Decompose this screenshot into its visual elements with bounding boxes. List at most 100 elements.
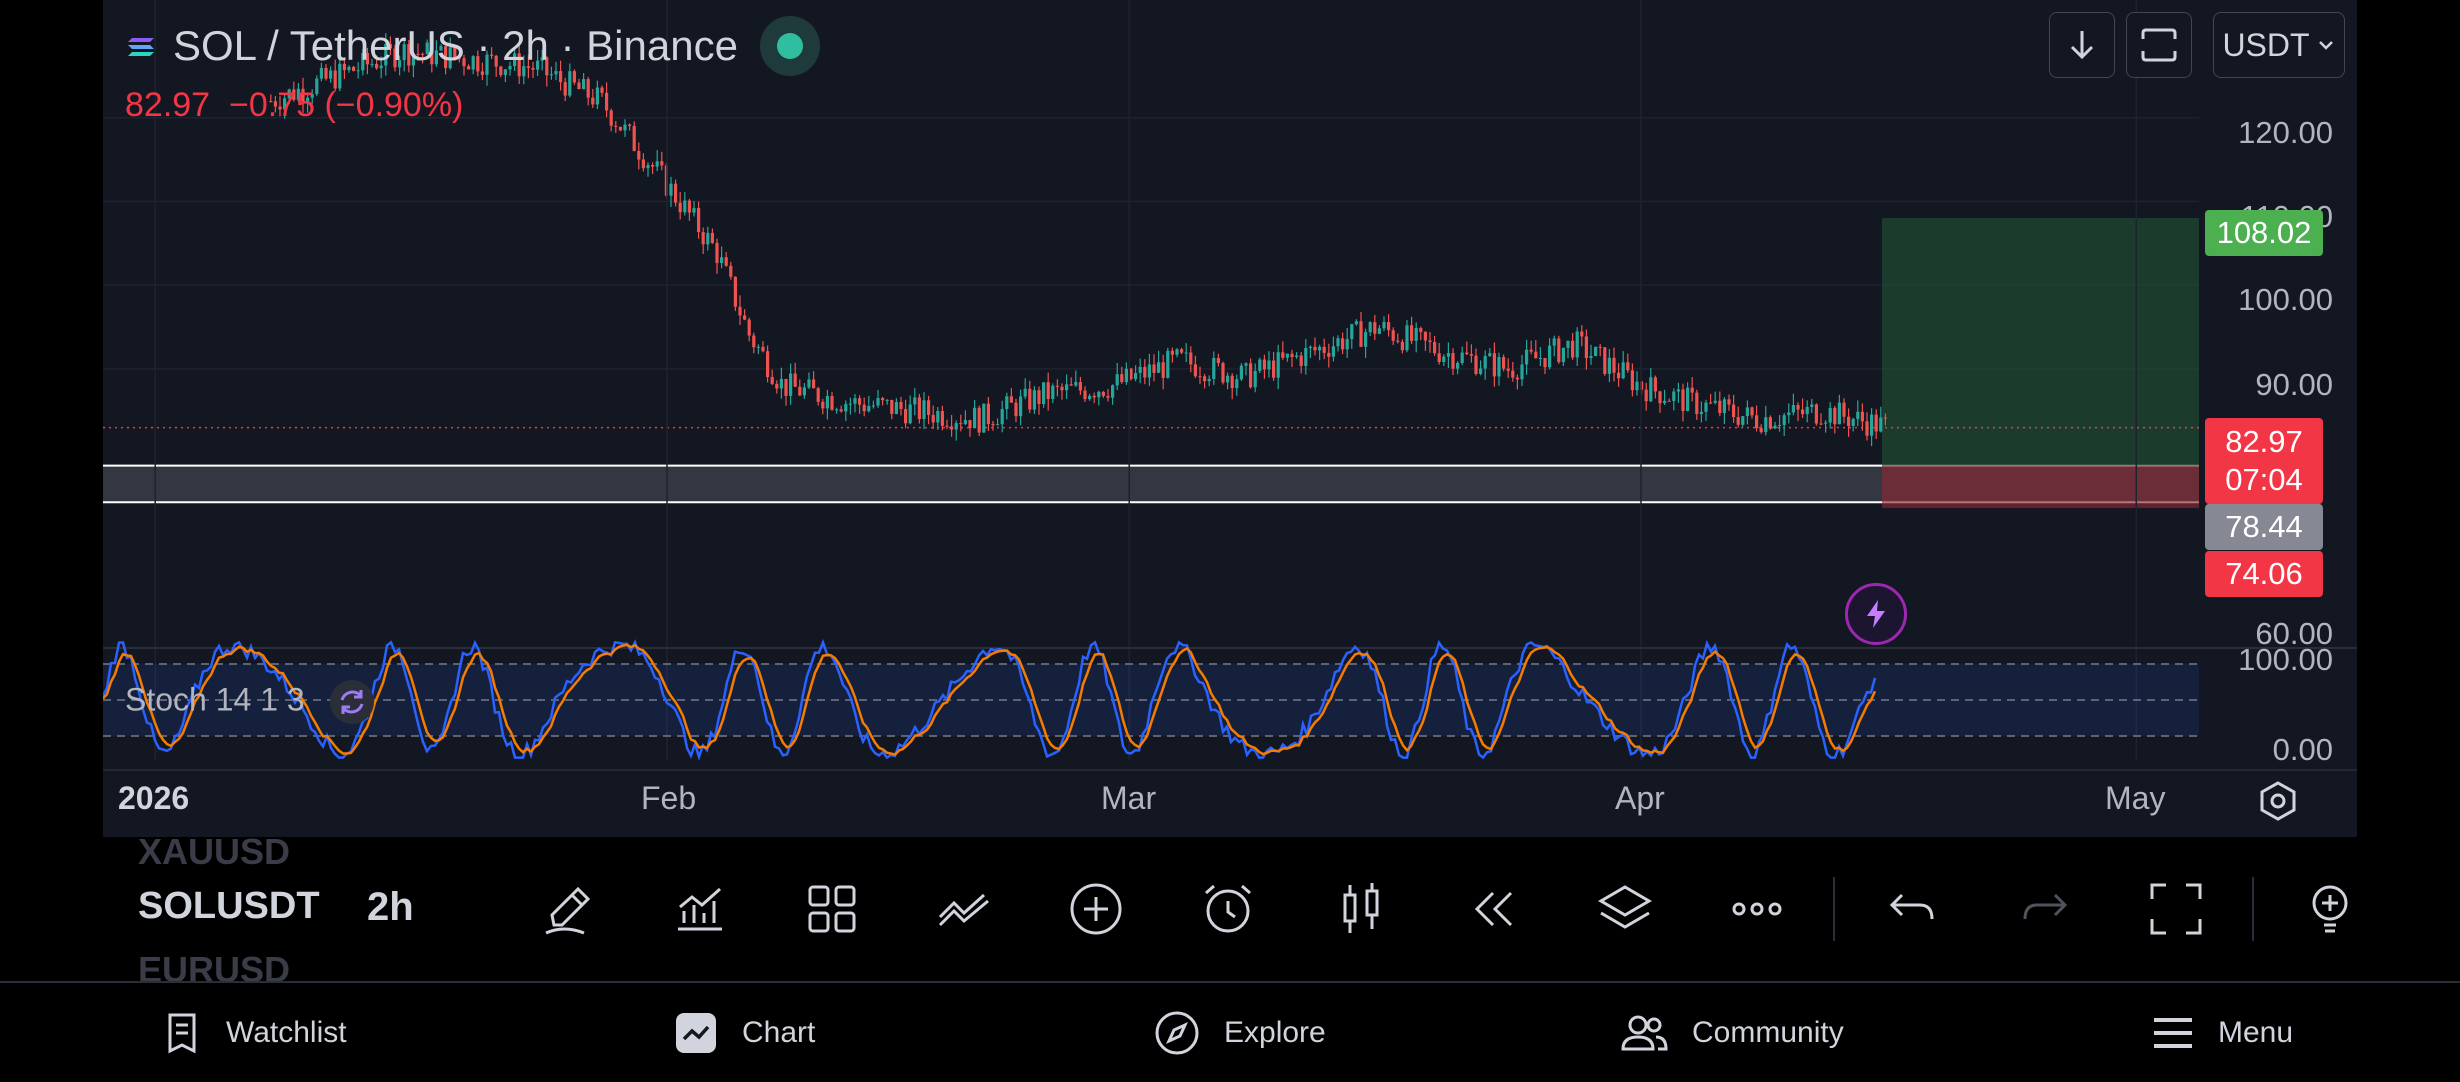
candle-body [1695,392,1699,415]
idea-button[interactable] [2296,873,2356,945]
nav-chart[interactable]: Chart [674,983,815,1082]
candle-body [715,242,719,264]
candle-body [821,401,825,409]
candle-body [301,88,305,102]
currency-selector[interactable]: USDT [2213,12,2345,78]
symbol-title[interactable]: SOL / TetherUS · 2h · Binance [173,22,738,69]
stoch-tick-100: 100.00 [2238,642,2333,677]
fullscreen-button[interactable] [2140,873,2212,945]
candle-body [1754,415,1759,429]
scroll-to-latest-button[interactable] [2049,12,2115,78]
time-tick-may: May [2105,780,2166,816]
candle-body [338,63,342,89]
fullscreen-icon [2150,883,2202,935]
candle-body [1823,422,1828,424]
symbol-switcher[interactable]: SOLUSDT [138,885,320,927]
candle-body [1230,375,1234,389]
candle-body [609,110,613,126]
candle-body [1032,390,1036,410]
replay-button[interactable] [1457,873,1529,945]
candle-body [1143,366,1147,378]
stoch-legend[interactable]: Stoch 14 1 3 [125,678,376,726]
candle-body [1483,356,1487,369]
stoch-tick-0: 0.00 [2272,732,2333,767]
candle-body [733,276,737,307]
chart-indicators-icon [678,887,722,931]
candle-body [1055,385,1059,387]
candle-body [1630,370,1634,391]
layers-button[interactable] [1589,873,1661,945]
candle-body [692,208,696,213]
auto-scale-button[interactable] [2126,12,2192,78]
bottom-navigation: Watchlist Chart Explore Community Menu [0,981,2460,1082]
candle-body [1814,404,1818,424]
candles [269,33,1887,447]
candle-body [1350,324,1354,340]
current-price-label: 82.97 07:04 [2205,418,2323,504]
candle-body [1294,355,1299,357]
candle-body [811,379,816,389]
nav-menu-label: Menu [2218,1015,2294,1049]
candle-body [1690,387,1694,393]
time-tick-feb: Feb [641,780,697,816]
candle-body [1727,399,1731,405]
candle-body [1235,379,1239,389]
candle-body [1354,321,1358,325]
more-button[interactable] [1721,873,1793,945]
nav-community[interactable]: Community [1620,983,1844,1082]
nav-explore[interactable]: Explore [1154,983,1326,1082]
candle-body [968,420,972,429]
candle-body [788,373,793,396]
draw-tool-button[interactable] [534,873,606,945]
candle-body [1676,389,1680,392]
candles-icon [1343,883,1379,933]
candle-body [1051,385,1055,400]
candle-body [1667,400,1671,402]
toolbar-divider [1833,877,1835,941]
nav-watchlist[interactable]: Watchlist [162,983,347,1082]
settings-hex-icon[interactable] [2257,780,2299,822]
candle-body [1189,352,1193,365]
lightning-button[interactable] [1845,583,1907,645]
templates-button[interactable] [796,873,868,945]
watchlist-ghost-top[interactable]: XAUUSD [138,831,291,872]
candle-body [614,125,618,127]
solana-logo-icon [128,38,154,56]
nav-menu[interactable]: Menu [2152,983,2293,1082]
interval-selector[interactable]: 2h [367,885,414,929]
candle-body [986,403,990,424]
zone-bottom-label: 74.06 [2205,551,2323,597]
redo-button[interactable] [2009,873,2081,945]
indicators-button[interactable] [664,873,736,945]
market-open-indicator[interactable] [759,16,820,76]
undo-button[interactable] [1876,873,1948,945]
candle-body [361,53,365,71]
candle-body [844,404,848,412]
candle-body [761,346,765,352]
candle-body [1538,358,1542,360]
candle-body [899,401,903,410]
chart-type-button[interactable] [1325,873,1397,945]
candle-body [499,66,503,76]
candle-body [1281,352,1285,358]
candle-body [1662,400,1667,404]
symbol-header[interactable]: SOL / TetherUS · 2h · Binance [125,16,820,76]
refresh-icon[interactable] [328,678,376,726]
candle-body [1202,376,1207,382]
candle-body [1046,382,1050,400]
candle-body [448,47,452,69]
alert-button[interactable] [1192,873,1264,945]
target-price-label: 108.02 [2205,210,2323,256]
nav-watchlist-label: Watchlist [226,1015,347,1049]
candle-body [545,57,549,76]
compare-button[interactable] [928,873,1000,945]
candle-body [678,202,682,213]
candle-body [1078,382,1082,391]
candle-body [1520,364,1524,380]
candle-body [1317,346,1322,351]
add-button[interactable] [1060,873,1132,945]
chart-area[interactable]: SOL / TetherUS · 2h · Binance 82.97 −0.7… [103,0,2357,837]
candle-body [926,400,931,415]
compass-icon [1155,1011,1199,1054]
price-pane[interactable] [103,0,2357,650]
